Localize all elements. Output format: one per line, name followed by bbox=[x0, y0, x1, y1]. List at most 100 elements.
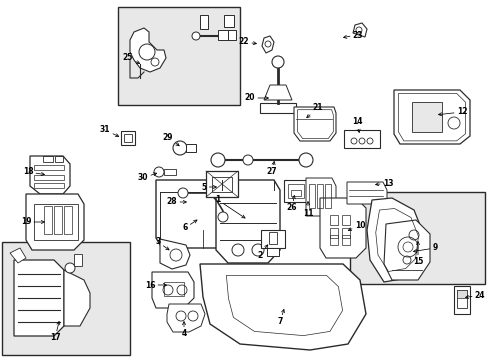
Bar bbox=[64, 206, 72, 234]
Bar bbox=[224, 15, 234, 27]
Text: 23: 23 bbox=[343, 31, 363, 40]
Polygon shape bbox=[216, 180, 280, 263]
Text: 8: 8 bbox=[0, 359, 1, 360]
Polygon shape bbox=[167, 304, 204, 332]
Text: 27: 27 bbox=[266, 162, 277, 176]
Polygon shape bbox=[346, 182, 386, 204]
Text: 17: 17 bbox=[50, 321, 60, 342]
Polygon shape bbox=[393, 90, 469, 144]
Polygon shape bbox=[156, 180, 225, 248]
Bar bbox=[453, 286, 469, 314]
Bar bbox=[218, 30, 227, 40]
Bar bbox=[343, 130, 379, 148]
Bar bbox=[260, 103, 295, 113]
Text: 22: 22 bbox=[238, 37, 256, 46]
Text: 10: 10 bbox=[347, 220, 365, 230]
Circle shape bbox=[301, 155, 310, 165]
Bar bbox=[54, 206, 62, 234]
Bar bbox=[308, 184, 314, 208]
Polygon shape bbox=[319, 198, 365, 258]
Bar bbox=[325, 184, 330, 208]
Bar bbox=[163, 282, 183, 296]
Text: 12: 12 bbox=[438, 108, 467, 117]
Polygon shape bbox=[130, 28, 165, 72]
Bar bbox=[329, 215, 337, 225]
Bar bbox=[290, 190, 301, 196]
Text: 25: 25 bbox=[122, 54, 140, 64]
Polygon shape bbox=[14, 260, 64, 336]
Bar bbox=[341, 215, 349, 225]
Text: 9: 9 bbox=[413, 243, 437, 252]
Circle shape bbox=[65, 263, 75, 273]
Polygon shape bbox=[10, 248, 26, 263]
Polygon shape bbox=[264, 85, 291, 100]
Bar bbox=[287, 184, 304, 198]
Bar bbox=[341, 235, 349, 245]
Polygon shape bbox=[30, 156, 70, 194]
Circle shape bbox=[154, 167, 163, 177]
Text: 20: 20 bbox=[244, 94, 268, 103]
Text: 19: 19 bbox=[20, 217, 44, 226]
Bar bbox=[163, 169, 176, 175]
Bar bbox=[268, 232, 276, 244]
Circle shape bbox=[271, 56, 284, 68]
Text: 13: 13 bbox=[375, 179, 392, 188]
Text: 5: 5 bbox=[201, 183, 216, 192]
Text: 6: 6 bbox=[182, 220, 197, 233]
Polygon shape bbox=[352, 23, 366, 37]
Bar bbox=[121, 131, 135, 145]
Bar bbox=[266, 248, 279, 256]
Text: 31: 31 bbox=[100, 126, 119, 136]
Text: 30: 30 bbox=[138, 173, 156, 183]
Text: 16: 16 bbox=[144, 280, 166, 289]
Text: 14: 14 bbox=[351, 117, 362, 132]
Circle shape bbox=[213, 155, 223, 165]
Bar bbox=[200, 15, 207, 29]
Bar bbox=[34, 165, 64, 170]
Bar bbox=[43, 156, 53, 162]
Bar bbox=[44, 206, 52, 234]
Bar bbox=[456, 290, 466, 308]
Bar bbox=[34, 175, 64, 180]
Polygon shape bbox=[293, 107, 335, 141]
Bar bbox=[316, 184, 323, 208]
Text: 24: 24 bbox=[465, 291, 484, 300]
Bar bbox=[212, 177, 231, 192]
Text: 2: 2 bbox=[257, 245, 267, 260]
Text: 21: 21 bbox=[306, 104, 323, 118]
Bar bbox=[329, 228, 337, 238]
Text: 4: 4 bbox=[181, 321, 186, 338]
Bar bbox=[55, 156, 63, 162]
Polygon shape bbox=[160, 239, 190, 269]
Circle shape bbox=[298, 153, 312, 167]
Bar bbox=[74, 254, 82, 266]
Bar bbox=[205, 171, 238, 197]
Text: 18: 18 bbox=[22, 167, 44, 176]
Polygon shape bbox=[200, 264, 365, 350]
Polygon shape bbox=[64, 270, 90, 326]
Text: 3: 3 bbox=[155, 238, 169, 250]
Bar bbox=[456, 290, 466, 298]
Bar bbox=[118, 7, 240, 105]
Bar bbox=[34, 183, 64, 188]
Bar bbox=[411, 102, 441, 132]
Text: 28: 28 bbox=[166, 198, 186, 207]
Text: 1: 1 bbox=[215, 195, 244, 218]
Text: 29: 29 bbox=[163, 132, 179, 146]
Bar bbox=[227, 30, 236, 40]
Text: 11: 11 bbox=[302, 202, 313, 217]
Bar bbox=[124, 134, 132, 142]
Bar bbox=[349, 192, 484, 284]
Circle shape bbox=[192, 32, 200, 40]
Bar bbox=[261, 230, 285, 248]
Polygon shape bbox=[366, 198, 423, 282]
Bar bbox=[34, 204, 78, 240]
Bar bbox=[284, 180, 307, 202]
Polygon shape bbox=[26, 194, 84, 250]
Polygon shape bbox=[262, 36, 273, 53]
Bar bbox=[341, 228, 349, 238]
Text: 26: 26 bbox=[286, 195, 297, 212]
Polygon shape bbox=[305, 178, 335, 216]
Circle shape bbox=[210, 153, 224, 167]
Text: 7: 7 bbox=[277, 310, 284, 327]
